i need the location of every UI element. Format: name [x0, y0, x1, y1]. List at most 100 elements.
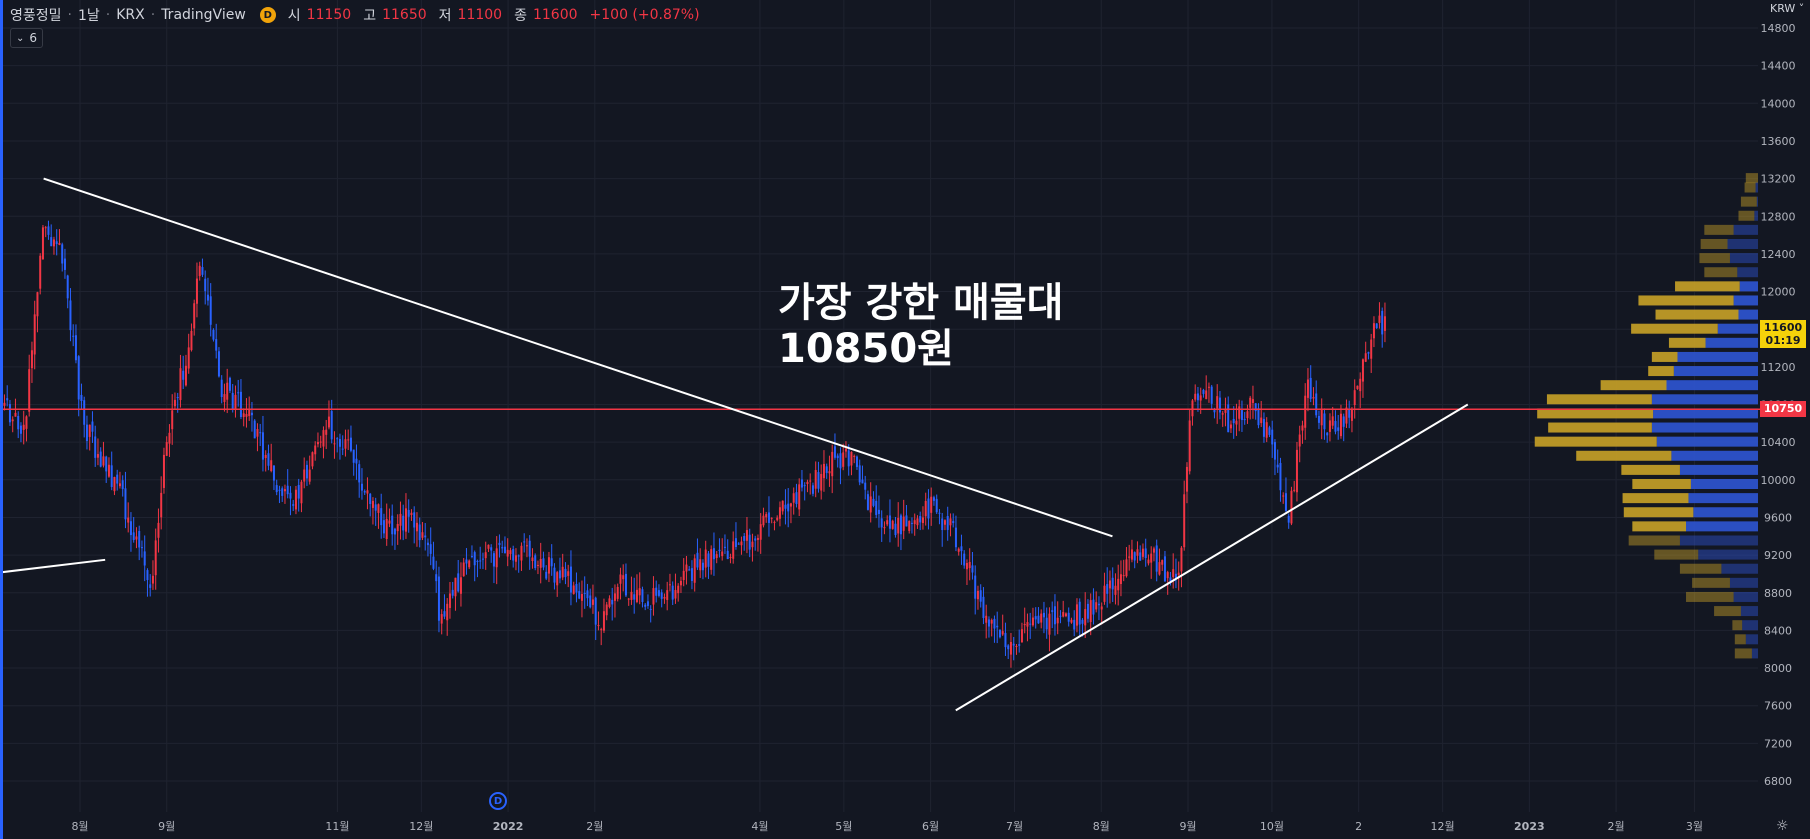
y-tick-label: 14800 — [1761, 22, 1796, 35]
candle-up — [347, 439, 350, 441]
volume-profile-bar-down — [1651, 394, 1758, 405]
candle-up — [853, 455, 856, 457]
open-value: 11150 — [306, 7, 352, 23]
candle-down — [534, 555, 537, 569]
candle-down — [935, 498, 938, 513]
candle-up — [765, 514, 768, 518]
candle-up — [547, 557, 550, 574]
candle-down — [737, 543, 740, 545]
x-tick-label: 2023 — [1514, 820, 1545, 833]
x-tick-label: 4월 — [751, 820, 768, 833]
candle-down — [803, 485, 806, 487]
candle-down — [861, 479, 864, 484]
candle-down — [349, 437, 352, 451]
candle-up — [440, 614, 443, 624]
candle-down — [275, 485, 278, 493]
candle-down — [726, 550, 729, 559]
candle-up — [600, 629, 603, 631]
candle-down — [825, 466, 828, 473]
candle-up — [1301, 425, 1304, 431]
candle-up — [778, 507, 781, 519]
candle-down — [237, 392, 240, 394]
y-tick-label: 8000 — [1764, 662, 1792, 675]
candle-down — [877, 509, 880, 514]
candle-up — [1141, 548, 1144, 557]
candle-up — [572, 585, 575, 594]
candle-down — [212, 329, 215, 340]
candle-down — [215, 339, 218, 351]
candle-down — [490, 547, 493, 551]
data-status-badge[interactable]: D — [259, 7, 276, 23]
symbol-name[interactable]: 영풍정밀 — [10, 8, 62, 24]
candle-up — [1339, 413, 1342, 437]
candle-up — [198, 265, 201, 277]
candle-up — [377, 504, 380, 513]
candle-up — [1130, 549, 1133, 560]
volume-profile-bar-down — [1745, 634, 1758, 645]
candle-up — [869, 496, 872, 513]
dividend-event-marker[interactable]: D — [489, 792, 507, 810]
volume-profile-bar-down — [1679, 535, 1758, 546]
candle-up — [448, 593, 451, 609]
candle-down — [424, 535, 427, 538]
candle-up — [410, 512, 413, 515]
candle-down — [72, 335, 75, 337]
candle-down — [363, 491, 366, 493]
volume-profile-bar-up — [1621, 464, 1680, 475]
candle-down — [954, 527, 957, 548]
x-tick-label: 12월 — [1431, 820, 1455, 833]
candle-up — [897, 517, 900, 534]
y-tick-label: 14000 — [1761, 97, 1796, 110]
volume-profile-bar-up — [1628, 535, 1680, 546]
volume-profile-bar-down — [1740, 606, 1758, 617]
candle-up — [561, 566, 564, 578]
candle-down — [1004, 632, 1007, 648]
volume-profile-bar-up — [1537, 408, 1654, 419]
candle-down — [1375, 323, 1378, 329]
candle-up — [831, 451, 834, 477]
candle-down — [253, 420, 256, 439]
candle-up — [107, 464, 110, 477]
candle-down — [182, 370, 185, 380]
volume-profile-bar-down — [1705, 337, 1758, 348]
candle-up — [319, 441, 322, 443]
chevron-down-icon: ˅ — [1798, 2, 1805, 15]
candle-up — [1372, 323, 1375, 339]
candle-up — [913, 520, 916, 525]
candle-down — [1051, 610, 1054, 612]
interval-label[interactable]: 1날 — [77, 8, 100, 24]
text-annotation[interactable]: 가장 강한 매물대 10850원 — [778, 280, 1063, 372]
y-tick-label: 7200 — [1764, 737, 1792, 750]
candle-up — [1298, 434, 1301, 447]
candle-down — [1309, 377, 1312, 399]
volume-profile-bar-down — [1693, 507, 1758, 518]
candle-down — [380, 508, 383, 526]
candle-up — [283, 489, 286, 492]
candle-down — [435, 574, 438, 582]
candle-up — [190, 330, 193, 351]
candle-up — [1114, 585, 1117, 595]
candle-down — [1279, 462, 1282, 491]
candle-down — [1196, 393, 1199, 401]
candle-up — [1251, 399, 1254, 403]
candle-up — [556, 572, 559, 586]
candle-up — [256, 429, 259, 437]
volume-profile-bar-down — [1688, 493, 1758, 504]
volume-profile-bar-up — [1648, 366, 1674, 377]
exchange-label: KRX — [116, 7, 145, 23]
candle-down — [1323, 413, 1326, 430]
candle-up — [322, 430, 325, 447]
indicators-toggle-button[interactable]: ⌄ 6 — [10, 28, 44, 48]
trendline — [955, 403, 1469, 712]
candle-down — [17, 415, 20, 430]
candle-up — [1152, 548, 1155, 553]
candle-down — [811, 485, 814, 494]
currency-selector[interactable]: KRW ˅ — [1770, 2, 1804, 15]
volume-profile-bar-up — [1623, 507, 1694, 518]
settings-gear-icon[interactable]: ☼ — [1776, 818, 1789, 834]
volume-profile-bar-down — [1679, 464, 1758, 475]
volume-profile-bar-down — [1742, 620, 1758, 631]
candle-down — [91, 421, 94, 432]
